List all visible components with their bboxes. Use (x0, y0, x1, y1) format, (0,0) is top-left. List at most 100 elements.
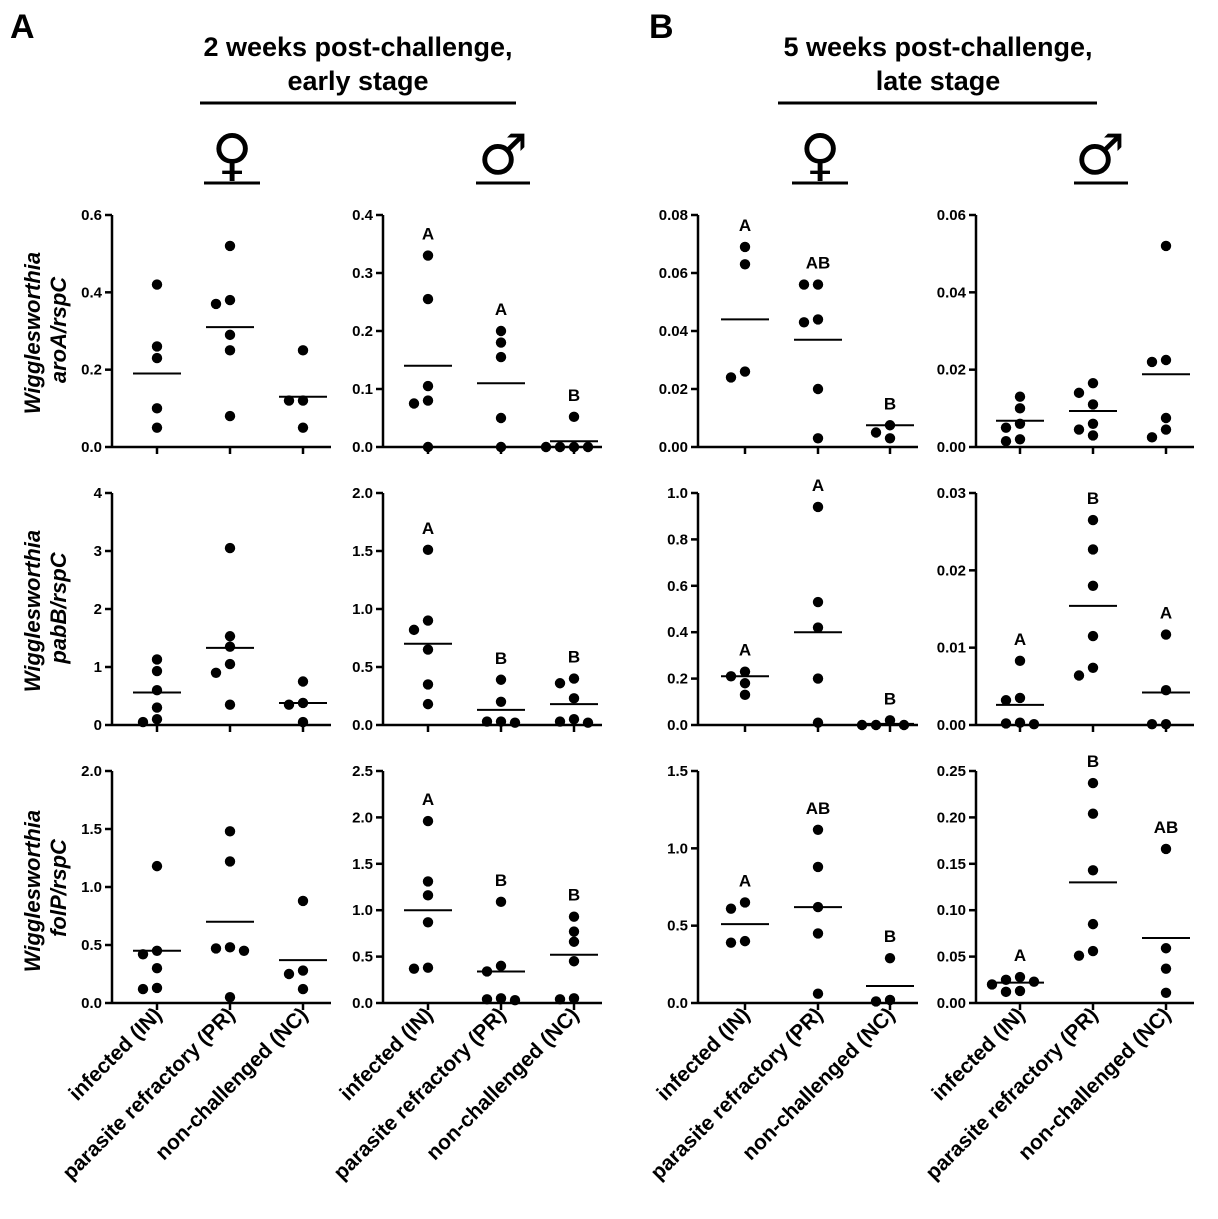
y-tick-label: 0.03 (937, 485, 966, 502)
chart-b-female-1: 0.0 0.2 0.4 0.6 0.8 1.0 A A B (667, 476, 918, 734)
y-tick-label: 2 (94, 601, 102, 618)
row-label-gene: aroA/rspC (46, 276, 71, 383)
data-point (1160, 629, 1172, 640)
significance-letter: A (422, 519, 434, 538)
data-point (568, 693, 580, 704)
data-point (1014, 985, 1026, 997)
data-point (568, 936, 580, 947)
data-point (137, 716, 149, 728)
data-point (568, 956, 580, 967)
data-point (540, 441, 552, 453)
row-label-gene: folP/rspC (46, 838, 71, 937)
y-tick-label: 0.10 (937, 902, 966, 919)
x-category-label: non-challenged (NC) (1014, 1003, 1175, 1164)
significance-letter: B (884, 927, 896, 946)
data-point (481, 716, 493, 727)
significance-letter: A (1014, 946, 1026, 965)
data-point (1000, 718, 1012, 729)
y-tick-label: 1 (94, 659, 102, 676)
data-point (151, 422, 163, 433)
significance-letter: B (884, 394, 896, 413)
data-point (739, 666, 751, 677)
data-point (151, 860, 163, 872)
data-point (1087, 544, 1099, 555)
data-point (725, 671, 737, 682)
y-tick-label: 0.8 (667, 531, 688, 548)
data-point (151, 685, 163, 696)
y-tick-label: 0.5 (667, 918, 688, 935)
y-tick-label: 1.0 (81, 879, 102, 896)
data-point (568, 911, 580, 922)
y-tick-label: 1.5 (352, 543, 373, 560)
row-label-aroa: Wigglesworthia aroA/rspC (20, 246, 71, 415)
y-tick-label: 0 (94, 717, 102, 734)
data-point (224, 410, 236, 422)
data-point (568, 441, 580, 453)
y-tick-label: 0.5 (352, 659, 373, 676)
chart-a-male-2: 0.0 0.5 1.0 1.5 2.0 2.5 A B B (352, 763, 602, 1012)
y-tick-label: 1.5 (667, 763, 688, 780)
male-symbol-icon: ♂ (1075, 123, 1125, 188)
chart-a-male-0: 0.0 0.1 0.2 0.3 0.4 A A B (352, 207, 602, 456)
data-point (812, 988, 824, 999)
y-tick-label: 0.0 (352, 439, 373, 456)
data-point (582, 717, 594, 728)
data-point (422, 679, 434, 690)
data-point (884, 952, 896, 964)
data-point (884, 433, 896, 444)
data-point (297, 965, 309, 976)
data-point (856, 719, 868, 731)
data-point (137, 983, 149, 995)
data-point (1087, 918, 1099, 930)
significance-letter: B (568, 386, 580, 405)
data-point (1087, 630, 1099, 642)
data-point (224, 240, 236, 252)
data-point (422, 644, 434, 655)
data-point (297, 697, 309, 709)
y-tick-label: 0.00 (937, 717, 966, 734)
y-tick-label: 0.6 (667, 578, 688, 595)
data-point (297, 983, 309, 995)
data-point (812, 433, 824, 444)
panel-b-title-line1: 5 weeks post-challenge, (783, 32, 1092, 62)
significance-letter: B (495, 649, 507, 668)
y-tick-label: 1.0 (667, 840, 688, 857)
data-point (812, 622, 824, 633)
data-point (1087, 378, 1099, 389)
y-tick-label: 0.01 (937, 640, 966, 657)
data-point (1160, 943, 1172, 954)
data-point (422, 890, 434, 901)
panel-letter-a: A (10, 8, 35, 46)
data-point (798, 317, 810, 328)
data-point (739, 678, 751, 689)
y-tick-label: 0.4 (667, 624, 689, 641)
y-tick-label: 0.6 (81, 207, 102, 224)
data-point (151, 403, 163, 414)
data-point (509, 995, 521, 1006)
data-point (1073, 670, 1085, 681)
data-point (1014, 717, 1026, 728)
data-point (568, 926, 580, 937)
data-point (1160, 987, 1172, 998)
significance-letter: A (422, 225, 434, 244)
y-tick-label: 0.15 (937, 856, 966, 873)
female-symbol-icon: ♀ (211, 123, 252, 188)
data-point (224, 345, 236, 356)
row-label-pabb: Wigglesworthia pabB/rspC (20, 524, 71, 693)
data-point (1028, 976, 1040, 987)
data-point (884, 994, 896, 1006)
significance-letter: B (568, 886, 580, 905)
data-point (1087, 808, 1099, 819)
data-point (1087, 430, 1099, 441)
scatter-plots: 0.00.20.40.60.00.10.20.30.4AAB0.000.020.… (81, 207, 1194, 1012)
data-point (422, 250, 434, 261)
data-point (495, 325, 507, 337)
significance-letter: B (568, 648, 580, 667)
data-point (986, 979, 998, 990)
data-point (224, 992, 236, 1003)
data-point (739, 259, 751, 270)
data-point (1014, 418, 1026, 429)
data-point (495, 696, 507, 707)
data-point (725, 903, 737, 914)
data-point (283, 968, 295, 980)
